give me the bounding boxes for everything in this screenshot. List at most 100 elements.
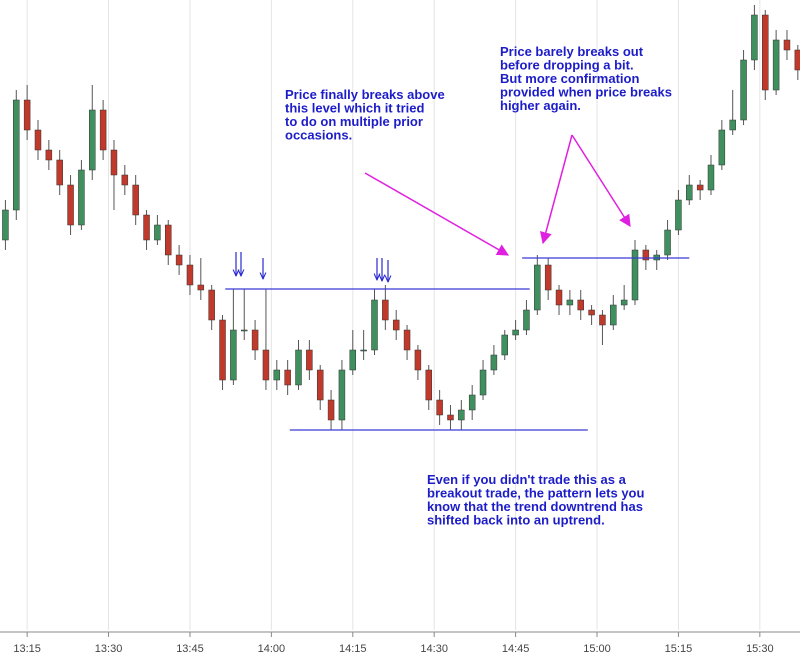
annotation-line: Price barely breaks out <box>500 44 644 59</box>
candle-body <box>794 49 800 71</box>
candle-body <box>447 414 454 421</box>
annotation-line: occasions. <box>285 128 352 143</box>
candle-body <box>110 149 118 176</box>
candle-body <box>349 349 357 371</box>
candle-body <box>186 264 194 286</box>
candle-body <box>165 224 172 256</box>
candle-body <box>295 349 302 386</box>
candle-body <box>23 99 31 131</box>
candle-body <box>78 169 85 226</box>
levels <box>225 257 690 431</box>
arrow <box>571 134 631 228</box>
candle-body <box>34 129 42 151</box>
candle-body <box>154 224 161 241</box>
annotation-line: breakout trade, the pattern lets you <box>427 486 644 501</box>
grid <box>26 0 761 630</box>
candle-body <box>544 264 552 291</box>
candle-body <box>707 164 715 191</box>
candle-body <box>631 249 639 301</box>
arrows <box>364 134 631 256</box>
annotation-line: to do on multiple prior <box>285 114 423 129</box>
x-tick-label: 14:30 <box>420 643 448 655</box>
annotation-line: Even if you didn't trade this as a <box>427 472 627 487</box>
candle-body <box>490 354 498 371</box>
candle-body <box>555 289 563 306</box>
candle-body <box>436 399 443 416</box>
candle-body <box>360 349 367 352</box>
candle-body <box>371 299 378 351</box>
candle-body <box>610 304 617 326</box>
annotation-line: higher again. <box>500 98 581 113</box>
candle-body <box>414 349 422 371</box>
annotation-line: know that the trend downtrend has <box>427 499 643 514</box>
candle-body <box>534 264 541 311</box>
candle-body <box>327 399 335 421</box>
candle-body <box>588 309 595 316</box>
candle-body <box>479 369 487 396</box>
x-tick-label: 14:45 <box>502 643 530 655</box>
candle-body <box>262 349 270 381</box>
candle-body <box>99 109 107 151</box>
candle-body <box>2 209 9 241</box>
candle-body <box>219 319 226 381</box>
candle-body <box>468 394 476 411</box>
x-tick-label: 13:15 <box>13 643 41 655</box>
candle-body <box>197 284 205 291</box>
candles <box>2 5 800 430</box>
candle-body <box>240 329 248 332</box>
candle-body <box>175 254 183 266</box>
arrow <box>540 134 573 245</box>
annotations: Price finally breaks above this level whi… <box>285 44 672 528</box>
candle-body <box>251 329 259 351</box>
candle-body <box>132 184 139 216</box>
annotation: Price finally breaks above this level whi… <box>285 87 445 143</box>
annotation-line: before dropping a bit. <box>500 58 634 73</box>
x-tick-label: 13:30 <box>95 643 123 655</box>
x-tick-label: 14:15 <box>339 643 367 655</box>
annotation-line: this level which it tried <box>285 101 424 116</box>
x-tick-label: 13:45 <box>176 643 204 655</box>
candle-body <box>208 289 215 321</box>
candle-body <box>729 119 736 131</box>
candle-body <box>338 369 346 421</box>
candle-body <box>56 159 63 186</box>
candle-body <box>13 99 20 211</box>
arrow <box>364 172 510 256</box>
candle-body <box>143 214 150 241</box>
x-tick-label: 15:30 <box>746 643 774 655</box>
candle-body <box>696 184 704 191</box>
annotation-line: But more confirmation <box>500 71 639 86</box>
candle-body <box>577 299 584 311</box>
candle-body <box>392 319 400 331</box>
candle-body <box>512 329 519 336</box>
annotation-line: provided when price breaks <box>500 85 672 100</box>
candle-body <box>501 334 508 356</box>
candle-body <box>403 329 411 351</box>
candle-body <box>425 369 433 401</box>
x-tick-label: 14:00 <box>258 643 286 655</box>
candle-body <box>599 314 606 326</box>
annotation: Even if you didn't trade this as a breako… <box>427 472 644 528</box>
candle-body <box>783 39 791 51</box>
annotation-line: Price finally breaks above <box>285 87 445 102</box>
candle-body <box>675 199 682 231</box>
candle-body <box>45 149 53 161</box>
candle-body <box>273 369 281 381</box>
candle-body <box>740 59 747 121</box>
candle-body <box>523 309 530 331</box>
candle-body <box>121 174 129 186</box>
candle-body <box>230 329 237 381</box>
annotation-line: shifted back into an uptrend. <box>427 513 605 528</box>
candle-body <box>316 369 324 401</box>
touch-arrows <box>236 252 388 282</box>
x-tick-label: 15:00 <box>583 643 611 655</box>
candle-body <box>762 14 769 91</box>
candle-body <box>751 14 758 61</box>
candle-body <box>772 39 780 91</box>
candle-body <box>67 184 74 226</box>
candle-body <box>458 409 465 421</box>
annotation: Price barely breaks out before dropping a… <box>500 44 672 113</box>
candle-body <box>686 184 693 201</box>
candle-body <box>620 299 628 306</box>
